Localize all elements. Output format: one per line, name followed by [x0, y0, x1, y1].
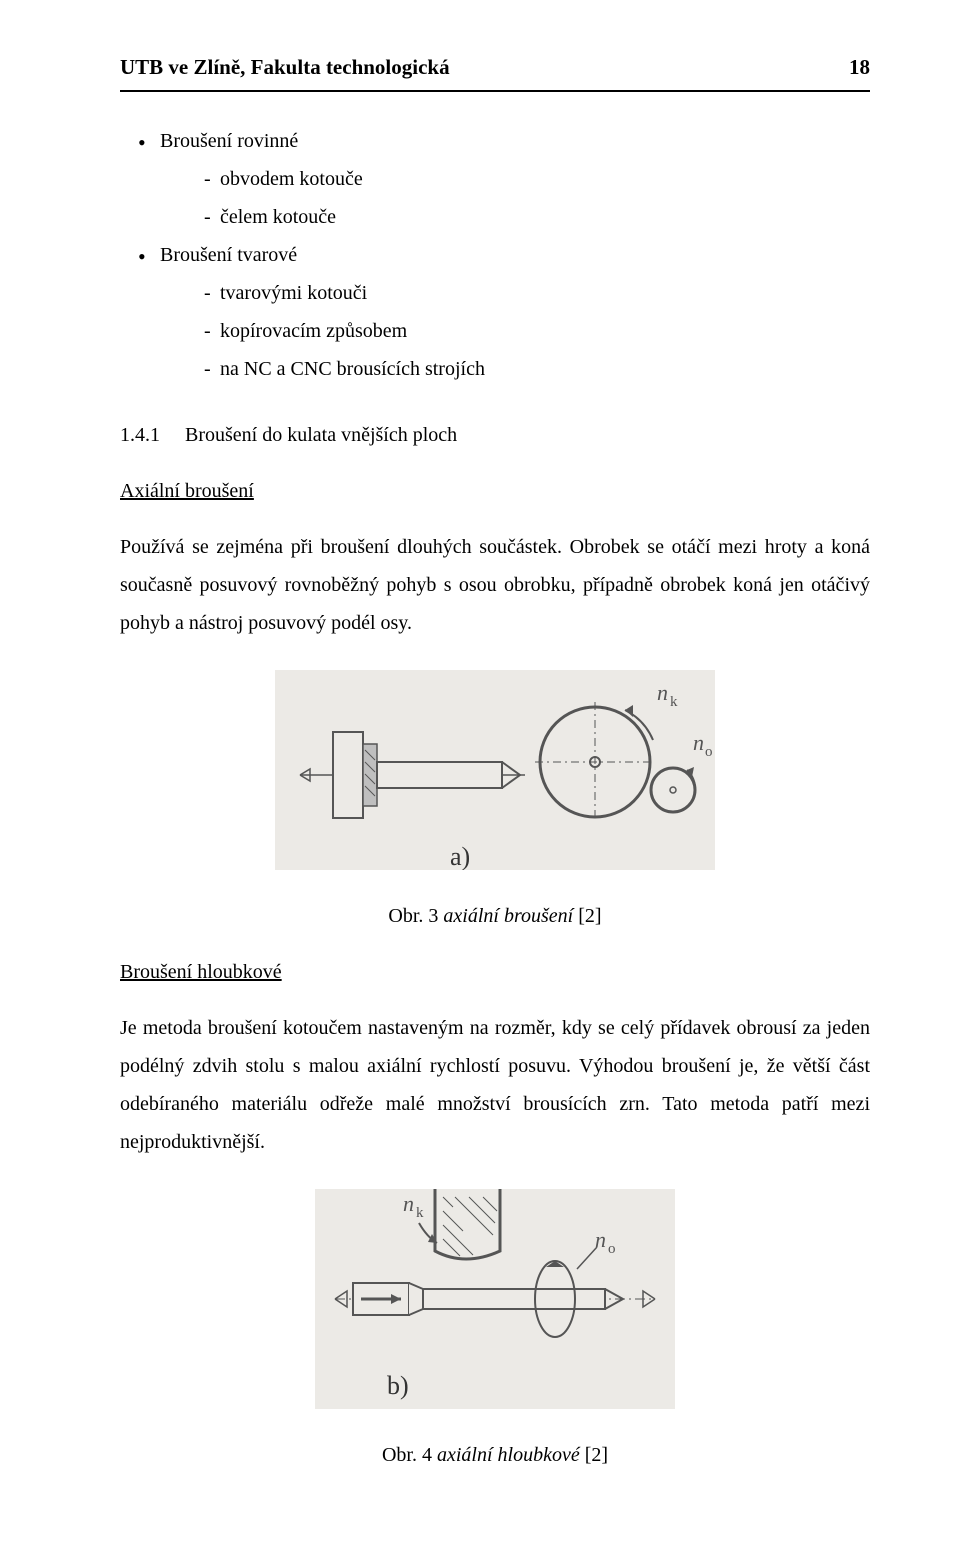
bullet-text: Broušení tvarové: [160, 244, 297, 266]
sublist: obvodem kotouče čelem kotouče: [160, 160, 870, 236]
section-heading: 1.4.1 Broušení do kulata vnějších ploch: [120, 416, 870, 454]
caption-ref: [2]: [573, 905, 601, 927]
svg-text:b): b): [387, 1371, 409, 1400]
list-item: tvarovými kotouči: [220, 274, 870, 312]
page-number: 18: [849, 48, 870, 88]
paragraph: Používá se zejména při broušení dlouhých…: [120, 528, 870, 642]
caption-italic: axiální hloubkové: [437, 1444, 580, 1466]
sublist: tvarovými kotouči kopírovacím způsobem n…: [160, 274, 870, 388]
figure-a-caption: Obr. 3 axiální broušení [2]: [120, 897, 870, 935]
caption-prefix: Obr. 4: [382, 1444, 437, 1466]
subheading-text: Broušení hloubkové: [120, 953, 282, 991]
list-item: obvodem kotouče: [220, 160, 870, 198]
header-left: UTB ve Zlíně, Fakulta technologická: [120, 48, 450, 88]
subheading-deep: Broušení hloubkové: [120, 953, 870, 1001]
list-item: Broušení tvarové tvarovými kotouči kopír…: [160, 236, 870, 388]
svg-text:a): a): [450, 842, 470, 870]
svg-text:n: n: [403, 1191, 414, 1216]
page: UTB ve Zlíně, Fakulta technologická 18 B…: [0, 0, 960, 1568]
list-item: čelem kotouče: [220, 198, 870, 236]
axial-grinding-diagram-icon: n k n o a): [275, 670, 715, 870]
svg-text:o: o: [705, 744, 713, 760]
svg-text:k: k: [416, 1205, 424, 1221]
deep-grinding-diagram-icon: n k n o b): [315, 1189, 675, 1409]
svg-text:n: n: [693, 730, 704, 755]
figure-a: n k n o a): [120, 670, 870, 883]
section-title: Broušení do kulata vnějších ploch: [185, 424, 457, 446]
caption-italic: axiální broušení: [443, 905, 573, 927]
svg-text:o: o: [608, 1241, 616, 1257]
bullet-text: Broušení rovinné: [160, 130, 298, 152]
list-item: kopírovacím způsobem: [220, 312, 870, 350]
caption-prefix: Obr. 3: [388, 905, 443, 927]
subheading-axial: Axiální broušení: [120, 472, 870, 520]
bullet-list: Broušení rovinné obvodem kotouče čelem k…: [120, 122, 870, 388]
running-header: UTB ve Zlíně, Fakulta technologická 18: [120, 48, 870, 92]
caption-ref: [2]: [580, 1444, 608, 1466]
figure-b: n k n o b): [120, 1189, 870, 1422]
svg-text:k: k: [670, 694, 678, 710]
subheading-text: Axiální broušení: [120, 472, 254, 510]
paragraph: Je metoda broušení kotoučem nastaveným n…: [120, 1009, 870, 1161]
list-item: na NC a CNC brousících strojích: [220, 350, 870, 388]
section-number: 1.4.1: [120, 416, 180, 454]
svg-text:n: n: [657, 680, 668, 705]
list-item: Broušení rovinné obvodem kotouče čelem k…: [160, 122, 870, 236]
figure-b-caption: Obr. 4 axiální hloubkové [2]: [120, 1436, 870, 1474]
